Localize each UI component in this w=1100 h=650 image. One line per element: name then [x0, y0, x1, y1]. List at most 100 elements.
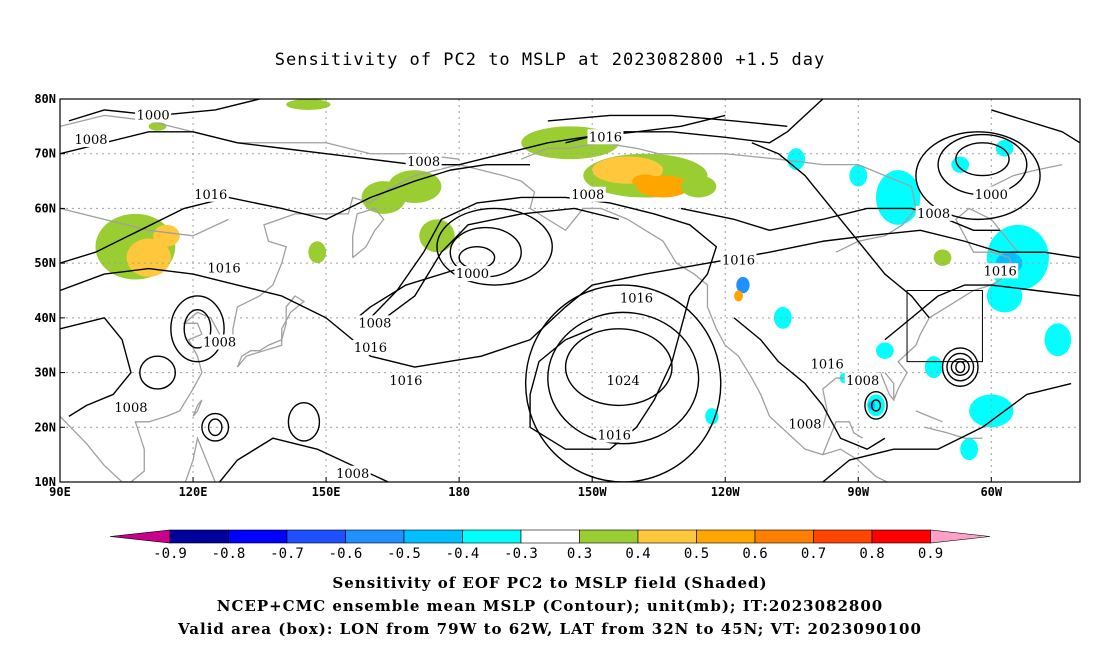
contour-label-bg [206, 260, 243, 276]
contour-label-bg [787, 416, 824, 432]
contour-label-bg [192, 186, 229, 202]
contour-label: 1016 [984, 264, 1017, 279]
contour-label: 1016 [722, 253, 755, 268]
lat-label: 10N [34, 475, 56, 489]
longitude-axis: 90E 120E 150E 180 150W 120W 90W 60W [49, 477, 1003, 499]
lon-label: 90W [847, 485, 869, 499]
colorbar-label: -0.6 [329, 546, 363, 562]
lat-label: 40N [34, 311, 56, 325]
isobar [436, 207, 553, 286]
isobar [884, 284, 1080, 341]
coastline [352, 207, 385, 259]
shading-blob [787, 148, 806, 171]
contour-label-bg [112, 400, 149, 416]
shading-blob [680, 175, 717, 198]
contour-label: 1000 [137, 108, 170, 123]
isobar [950, 358, 970, 377]
contour-label: 1024 [607, 374, 640, 389]
contour-label: 1008 [571, 188, 604, 203]
contour-label-bg [596, 427, 633, 443]
colorbar-swatch [813, 529, 873, 544]
colorbar-label: 0.5 [684, 546, 709, 562]
contour-label: 1016 [811, 357, 844, 372]
contour-label: 1008 [114, 401, 147, 416]
colorbar-swatch [345, 529, 405, 544]
shading-blob [924, 356, 943, 379]
caption-shaded: Sensitivity of EOF PC2 to MSLP field (Sh… [332, 574, 768, 592]
colorbar-swatch [579, 529, 639, 544]
colorbar-swatch [228, 529, 288, 544]
contour-label: 1000 [456, 267, 489, 282]
shading-blob [286, 99, 331, 110]
shading-blob [734, 290, 743, 302]
lon-label: 90E [49, 485, 71, 499]
isobar [733, 317, 886, 450]
lat-label: 60N [34, 201, 56, 215]
caption-valid-area: Valid area (box): LON from 79W to 62W, L… [178, 620, 922, 638]
colorbar-label: 0.7 [801, 546, 826, 562]
isobar [547, 311, 700, 445]
shading-blob [126, 238, 171, 277]
isobar [822, 382, 1072, 482]
contour-label-bg [587, 129, 624, 145]
valid-area-box [906, 290, 983, 363]
colorbar-swatch [403, 529, 463, 544]
colorbar-swatch [696, 529, 756, 544]
contour-label: 1016 [354, 341, 387, 356]
shading-blob [867, 394, 885, 417]
colorbar-left-arrow [109, 529, 171, 544]
contour-label: 1008 [358, 316, 391, 331]
lat-label: 30N [34, 366, 56, 380]
contour-label: 1016 [389, 374, 422, 389]
isobar [915, 131, 1041, 221]
lon-label: 180 [448, 485, 470, 499]
chart-title: Sensitivity of PC2 to MSLP at 2023082800… [274, 50, 826, 70]
isobar [60, 317, 132, 417]
colorbar-label: 0.8 [859, 546, 884, 562]
isobar [207, 418, 223, 437]
contour-label: 1008 [203, 335, 236, 350]
contour-label-bg [73, 132, 110, 148]
isobar [937, 133, 1028, 196]
isobar [458, 246, 496, 270]
colorbar-swatch [871, 529, 931, 544]
contour-label-bg [334, 465, 371, 481]
contour-labels: 1000 1008 1016 1008 1016 1008 1000 1008 1016 1016… [73, 107, 1019, 482]
coastline [236, 295, 306, 368]
contour-label-bg [352, 339, 389, 355]
contour-label-bg [201, 334, 238, 350]
isobar [370, 207, 619, 330]
contour-label: 1016 [598, 428, 631, 443]
isobar [870, 399, 882, 412]
lat-label: 70N [34, 147, 56, 161]
lon-label: 150W [578, 485, 608, 499]
isobar [946, 352, 975, 382]
lon-label: 120E [179, 485, 208, 499]
colorbar-label: -0.5 [387, 546, 421, 562]
contour-label-bg [356, 315, 393, 331]
contour-label-bg [982, 263, 1019, 279]
contour-label: 1016 [208, 262, 241, 277]
colorbar-label: -0.3 [504, 546, 538, 562]
contour-label-bg [135, 107, 172, 123]
isobar [751, 142, 930, 319]
shading-blob [388, 170, 442, 203]
shading-blob [736, 276, 750, 294]
contour-label-bg [915, 205, 952, 221]
colorbar-label: -0.8 [212, 546, 246, 562]
shading-blob [995, 140, 1014, 157]
contour-label-bg [569, 186, 606, 202]
contour-label-bg [973, 186, 1010, 202]
shading-blob [933, 249, 952, 266]
coastline [60, 114, 460, 160]
contour-label: 1016 [194, 188, 227, 203]
contour-label-bg [720, 252, 757, 268]
isobar [524, 284, 722, 482]
shading-blob [876, 170, 921, 225]
isobar [991, 109, 1080, 144]
isobar [941, 347, 979, 387]
shading-blob [632, 174, 659, 188]
shading-blob [876, 342, 894, 359]
shading-blob [849, 164, 868, 187]
